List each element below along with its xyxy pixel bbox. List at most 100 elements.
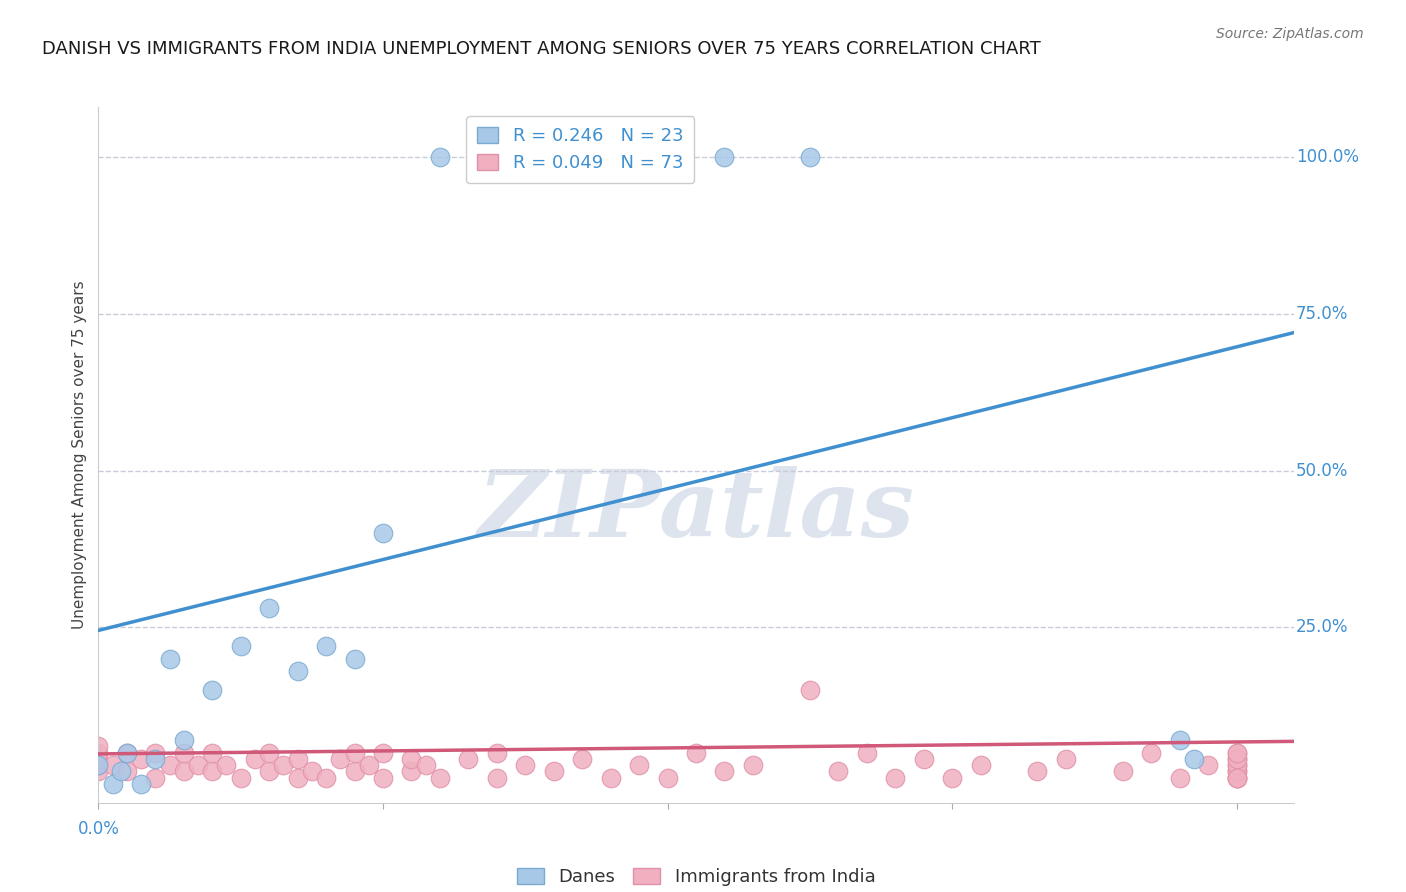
- Text: 50.0%: 50.0%: [1296, 461, 1348, 480]
- Point: [159, 651, 181, 665]
- Point: [1140, 746, 1163, 760]
- Point: [343, 746, 366, 760]
- Point: [329, 752, 352, 766]
- Point: [1168, 733, 1191, 747]
- Point: [87, 746, 110, 760]
- Point: [1197, 758, 1219, 772]
- Point: [515, 758, 537, 772]
- Point: [215, 758, 238, 772]
- Point: [657, 771, 679, 785]
- Text: 0.0%: 0.0%: [77, 821, 120, 838]
- Point: [1054, 752, 1077, 766]
- Point: [343, 651, 366, 665]
- Point: [515, 150, 537, 164]
- Point: [1226, 758, 1249, 772]
- Point: [301, 764, 323, 779]
- Point: [115, 746, 138, 760]
- Point: [101, 777, 124, 791]
- Point: [855, 746, 877, 760]
- Y-axis label: Unemployment Among Seniors over 75 years: Unemployment Among Seniors over 75 years: [72, 281, 87, 629]
- Point: [371, 746, 394, 760]
- Point: [969, 758, 991, 772]
- Point: [129, 777, 152, 791]
- Point: [173, 733, 195, 747]
- Point: [287, 664, 309, 678]
- Point: [315, 771, 337, 785]
- Point: [543, 764, 565, 779]
- Point: [1226, 752, 1249, 766]
- Point: [1226, 771, 1249, 785]
- Point: [1226, 746, 1249, 760]
- Point: [429, 771, 451, 785]
- Point: [257, 746, 280, 760]
- Point: [599, 771, 621, 785]
- Point: [429, 150, 451, 164]
- Point: [1226, 746, 1249, 760]
- Point: [229, 771, 252, 785]
- Point: [357, 758, 380, 772]
- Text: 75.0%: 75.0%: [1296, 305, 1348, 323]
- Point: [685, 746, 707, 760]
- Point: [1226, 758, 1249, 772]
- Text: DANISH VS IMMIGRANTS FROM INDIA UNEMPLOYMENT AMONG SENIORS OVER 75 YEARS CORRELA: DANISH VS IMMIGRANTS FROM INDIA UNEMPLOY…: [42, 40, 1040, 58]
- Point: [110, 764, 132, 779]
- Point: [1168, 771, 1191, 785]
- Point: [799, 150, 821, 164]
- Text: 25.0%: 25.0%: [1296, 618, 1348, 636]
- Point: [415, 758, 437, 772]
- Point: [287, 752, 309, 766]
- Point: [201, 764, 224, 779]
- Point: [87, 752, 110, 766]
- Point: [87, 739, 110, 754]
- Point: [1112, 764, 1135, 779]
- Point: [628, 758, 651, 772]
- Point: [115, 746, 138, 760]
- Point: [799, 683, 821, 698]
- Point: [657, 150, 679, 164]
- Point: [201, 683, 224, 698]
- Point: [87, 758, 110, 772]
- Point: [287, 771, 309, 785]
- Point: [243, 752, 266, 766]
- Point: [115, 764, 138, 779]
- Point: [143, 771, 166, 785]
- Point: [1226, 764, 1249, 779]
- Point: [187, 758, 209, 772]
- Point: [371, 771, 394, 785]
- Point: [713, 764, 735, 779]
- Point: [343, 764, 366, 779]
- Point: [257, 764, 280, 779]
- Point: [315, 639, 337, 653]
- Legend: Danes, Immigrants from India: Danes, Immigrants from India: [509, 861, 883, 892]
- Point: [1226, 752, 1249, 766]
- Point: [401, 752, 423, 766]
- Point: [1226, 764, 1249, 779]
- Point: [87, 764, 110, 779]
- Point: [87, 758, 110, 772]
- Point: [884, 771, 907, 785]
- Point: [1026, 764, 1049, 779]
- Point: [143, 746, 166, 760]
- Point: [201, 746, 224, 760]
- Point: [571, 752, 593, 766]
- Point: [229, 639, 252, 653]
- Point: [941, 771, 963, 785]
- Point: [485, 746, 508, 760]
- Point: [173, 746, 195, 760]
- Point: [628, 150, 651, 164]
- Point: [273, 758, 295, 772]
- Point: [713, 150, 735, 164]
- Point: [1182, 752, 1205, 766]
- Text: 100.0%: 100.0%: [1296, 148, 1360, 166]
- Point: [143, 752, 166, 766]
- Point: [741, 758, 763, 772]
- Point: [159, 758, 181, 772]
- Point: [371, 526, 394, 541]
- Point: [457, 752, 479, 766]
- Text: ZIPatlas: ZIPatlas: [478, 466, 914, 556]
- Text: Source: ZipAtlas.com: Source: ZipAtlas.com: [1216, 27, 1364, 41]
- Point: [173, 764, 195, 779]
- Point: [912, 752, 935, 766]
- Point: [129, 752, 152, 766]
- Point: [485, 771, 508, 785]
